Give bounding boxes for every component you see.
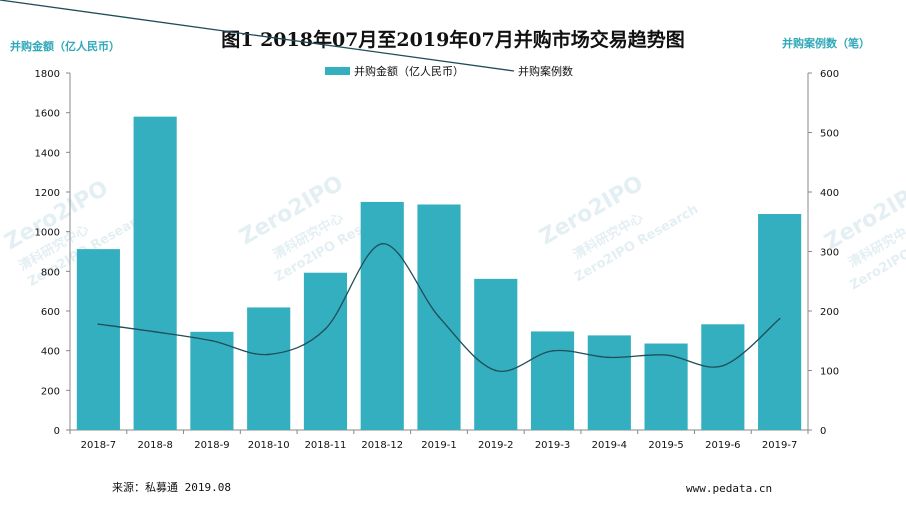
x-tick-label: 2018-12 bbox=[361, 440, 403, 451]
y-tick-label: 0 bbox=[54, 426, 60, 437]
y-tick-label: 1200 bbox=[35, 188, 60, 199]
bar bbox=[474, 278, 518, 430]
bar bbox=[701, 324, 745, 430]
legend-line-label: 并购案例数 bbox=[518, 64, 573, 78]
legend: 并购金额（亿人民币） 并购案例数 bbox=[0, 0, 573, 78]
line-point bbox=[324, 328, 327, 330]
line-point bbox=[438, 316, 440, 318]
y2-axis-label: 并购案例数（笔） bbox=[782, 36, 870, 50]
x-tick-label: 2019-5 bbox=[648, 440, 683, 451]
x-tick-label: 2018-7 bbox=[81, 440, 116, 451]
plot-area: 0 200 400 600 800 1000 1200 1400 1600 1800 0 100 200… bbox=[35, 69, 840, 451]
y-tick-label: 1400 bbox=[35, 148, 60, 159]
x-tick-label: 2019-2 bbox=[478, 440, 513, 451]
y2-tick-label: 100 bbox=[820, 367, 839, 378]
chart-title: 图1 2018年07月至2019年07月并购市场交易趋势图 bbox=[221, 28, 684, 51]
y2-tick-label: 400 bbox=[820, 188, 839, 199]
line-point bbox=[608, 356, 611, 359]
legend-bar-label: 并购金额（亿人民币） bbox=[354, 64, 464, 78]
y2-tick-label: 300 bbox=[820, 248, 839, 259]
y2-tick-label: 600 bbox=[820, 69, 839, 80]
bar bbox=[644, 343, 688, 430]
line-point bbox=[778, 317, 781, 320]
legend-line-swatch bbox=[0, 0, 515, 72]
y-axis-label: 并购金额（亿人民币） bbox=[10, 39, 120, 53]
line-point bbox=[722, 364, 724, 367]
y-tick-label: 200 bbox=[41, 386, 60, 397]
source-note: 来源：私募通 2019.08 bbox=[112, 480, 231, 494]
bar bbox=[190, 331, 234, 430]
x-tick-label: 2018-10 bbox=[248, 440, 290, 451]
y-tick-label: 800 bbox=[41, 267, 60, 278]
x-tick-label: 2019-1 bbox=[421, 440, 456, 451]
x-tick-label: 2019-7 bbox=[762, 440, 797, 451]
line-point bbox=[97, 323, 100, 325]
bar bbox=[587, 335, 631, 430]
y2-tick-label: 200 bbox=[820, 307, 839, 318]
y-tick-label: 1000 bbox=[35, 228, 60, 239]
y-tick-label: 1800 bbox=[35, 69, 60, 80]
y2-tick-label: 0 bbox=[820, 426, 826, 437]
x-tick-label: 2019-3 bbox=[535, 440, 570, 451]
bar bbox=[76, 249, 120, 430]
y-tick-label: 1600 bbox=[35, 109, 60, 120]
line-point bbox=[267, 353, 270, 356]
y-tick-label: 600 bbox=[41, 307, 60, 318]
line-point bbox=[494, 369, 497, 372]
x-tick-label: 2019-6 bbox=[705, 440, 740, 451]
legend-bar-swatch bbox=[325, 67, 350, 75]
line-point bbox=[551, 350, 554, 352]
x-tick-label: 2018-11 bbox=[305, 440, 347, 451]
line-point bbox=[665, 354, 667, 356]
line-point bbox=[211, 339, 213, 342]
x-tick-label: 2018-9 bbox=[194, 440, 229, 451]
bar bbox=[247, 307, 291, 430]
bar bbox=[360, 201, 404, 430]
bar bbox=[133, 116, 177, 430]
line-point bbox=[154, 331, 156, 333]
x-tick-label: 2019-4 bbox=[592, 440, 627, 451]
bar bbox=[303, 272, 348, 430]
x-tick-label: 2018-8 bbox=[137, 440, 172, 451]
bar bbox=[758, 214, 802, 430]
site-url: www.pedata.cn bbox=[686, 482, 772, 495]
y2-tick-label: 500 bbox=[820, 129, 839, 140]
y-tick-label: 400 bbox=[41, 347, 60, 358]
line-point bbox=[381, 242, 384, 245]
bar bbox=[530, 331, 575, 430]
